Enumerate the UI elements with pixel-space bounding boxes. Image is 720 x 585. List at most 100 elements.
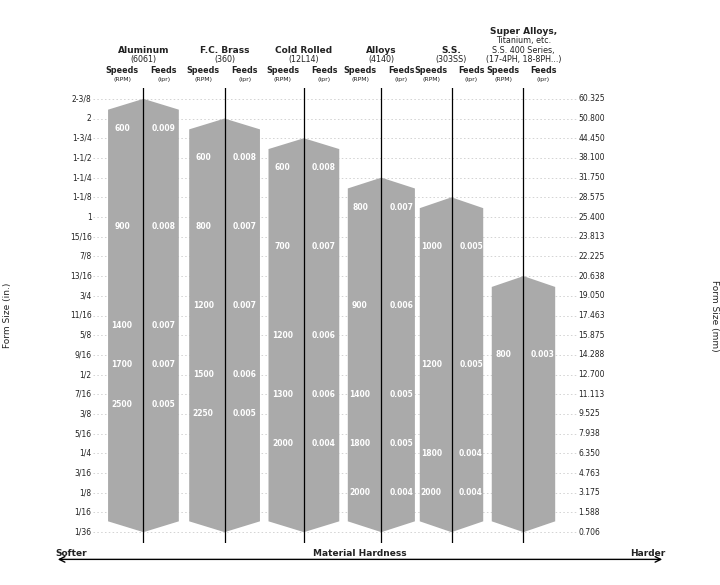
Text: 20.638: 20.638 xyxy=(578,271,605,281)
Text: 5/16: 5/16 xyxy=(74,429,91,438)
Text: S.S. 400 Series,: S.S. 400 Series, xyxy=(492,46,554,54)
Text: Feeds: Feeds xyxy=(150,66,177,75)
Text: Feeds: Feeds xyxy=(388,66,415,75)
Text: 0.008: 0.008 xyxy=(152,222,176,231)
Text: 1/8: 1/8 xyxy=(79,488,91,497)
Text: Speeds: Speeds xyxy=(415,66,448,75)
Text: 22.225: 22.225 xyxy=(578,252,605,261)
Text: Form Size (in.): Form Size (in.) xyxy=(3,283,12,348)
Text: 15/16: 15/16 xyxy=(70,232,91,241)
Text: 0.007: 0.007 xyxy=(390,202,413,212)
Text: (RPM): (RPM) xyxy=(351,77,369,81)
Text: Super Alloys,: Super Alloys, xyxy=(490,27,557,36)
Text: 23.813: 23.813 xyxy=(578,232,605,241)
Text: 0.006: 0.006 xyxy=(233,370,256,379)
Text: 1200: 1200 xyxy=(193,301,214,310)
Text: S.S.: S.S. xyxy=(441,46,462,54)
Text: 14.288: 14.288 xyxy=(578,350,605,359)
Text: 0.007: 0.007 xyxy=(312,242,336,251)
Text: F.C. Brass: F.C. Brass xyxy=(200,46,249,54)
Text: (RPM): (RPM) xyxy=(113,77,131,81)
Text: 700: 700 xyxy=(274,242,290,251)
Text: Form Size (mm): Form Size (mm) xyxy=(711,280,719,352)
Text: 600: 600 xyxy=(114,124,130,133)
Text: 900: 900 xyxy=(114,222,130,231)
Text: (ipr): (ipr) xyxy=(238,77,251,81)
Text: 1/16: 1/16 xyxy=(75,508,91,517)
Text: Aluminum: Aluminum xyxy=(117,46,169,54)
Text: 0.007: 0.007 xyxy=(152,321,176,330)
Text: 0.005: 0.005 xyxy=(152,400,176,409)
Text: 1-1/2: 1-1/2 xyxy=(72,153,91,163)
Text: 2250: 2250 xyxy=(193,410,214,418)
Text: 800: 800 xyxy=(195,222,211,231)
Polygon shape xyxy=(269,138,339,532)
Text: 0.006: 0.006 xyxy=(312,390,336,399)
Text: 2500: 2500 xyxy=(112,400,132,409)
Text: 19.050: 19.050 xyxy=(578,291,605,300)
Text: 800: 800 xyxy=(352,202,368,212)
Text: 2: 2 xyxy=(87,114,91,123)
Text: (360): (360) xyxy=(214,55,235,64)
Text: (17-4PH, 18-8PH...): (17-4PH, 18-8PH...) xyxy=(486,55,561,64)
Text: 38.100: 38.100 xyxy=(578,153,605,163)
Text: 7/8: 7/8 xyxy=(79,252,91,261)
Text: 2000: 2000 xyxy=(272,439,293,448)
Text: 1300: 1300 xyxy=(272,390,293,399)
Text: 11.113: 11.113 xyxy=(578,390,605,399)
Text: 0.005: 0.005 xyxy=(390,390,413,399)
Text: 28.575: 28.575 xyxy=(578,193,605,202)
Text: 6.350: 6.350 xyxy=(578,449,600,458)
Text: Feeds: Feeds xyxy=(530,66,557,75)
Text: 0.007: 0.007 xyxy=(233,222,257,231)
Text: 1200: 1200 xyxy=(421,360,442,369)
Text: 1/2: 1/2 xyxy=(79,370,91,379)
Text: 17.463: 17.463 xyxy=(578,311,605,320)
Text: 9/16: 9/16 xyxy=(74,350,91,359)
Text: 1500: 1500 xyxy=(193,370,214,379)
Text: 0.005: 0.005 xyxy=(233,410,256,418)
Text: 1/4: 1/4 xyxy=(79,449,91,458)
Text: 4.763: 4.763 xyxy=(578,469,600,477)
Text: 12.700: 12.700 xyxy=(578,370,605,379)
Text: 1000: 1000 xyxy=(421,242,442,251)
Text: 60.325: 60.325 xyxy=(578,94,605,104)
Polygon shape xyxy=(108,99,179,532)
Text: (ipr): (ipr) xyxy=(536,77,549,81)
Text: (RPM): (RPM) xyxy=(423,77,441,81)
Text: (6061): (6061) xyxy=(130,55,156,64)
Text: Feeds: Feeds xyxy=(231,66,258,75)
Text: 3/8: 3/8 xyxy=(79,410,91,418)
Text: 0.005: 0.005 xyxy=(390,439,413,448)
Text: Feeds: Feeds xyxy=(311,66,337,75)
Text: (303SS): (303SS) xyxy=(436,55,467,64)
Text: 0.007: 0.007 xyxy=(233,301,257,310)
Text: 0.005: 0.005 xyxy=(459,242,483,251)
Text: Softer: Softer xyxy=(55,549,86,558)
Text: 0.006: 0.006 xyxy=(390,301,413,310)
Text: 13/16: 13/16 xyxy=(70,271,91,281)
Text: (ipr): (ipr) xyxy=(318,77,330,81)
Text: 3/16: 3/16 xyxy=(74,469,91,477)
Text: 2000: 2000 xyxy=(349,488,371,497)
Text: 0.005: 0.005 xyxy=(459,360,483,369)
Text: 0.007: 0.007 xyxy=(152,360,176,369)
Text: 0.003: 0.003 xyxy=(531,350,555,359)
Polygon shape xyxy=(348,178,415,532)
Text: 600: 600 xyxy=(195,153,211,163)
Text: 7.938: 7.938 xyxy=(578,429,600,438)
Text: 0.004: 0.004 xyxy=(390,488,413,497)
Text: 31.750: 31.750 xyxy=(578,173,605,182)
Polygon shape xyxy=(420,197,483,532)
Text: 0.004: 0.004 xyxy=(459,449,483,458)
Text: 900: 900 xyxy=(352,301,368,310)
Text: 50.800: 50.800 xyxy=(578,114,605,123)
Text: 44.450: 44.450 xyxy=(578,134,605,143)
Text: 2-3/8: 2-3/8 xyxy=(72,94,91,104)
Text: 2000: 2000 xyxy=(421,488,442,497)
Text: Speeds: Speeds xyxy=(266,66,299,75)
Text: Speeds: Speeds xyxy=(186,66,220,75)
Text: 0.008: 0.008 xyxy=(233,153,257,163)
Text: 1400: 1400 xyxy=(112,321,132,330)
Text: Titanium, etc.: Titanium, etc. xyxy=(496,36,551,45)
